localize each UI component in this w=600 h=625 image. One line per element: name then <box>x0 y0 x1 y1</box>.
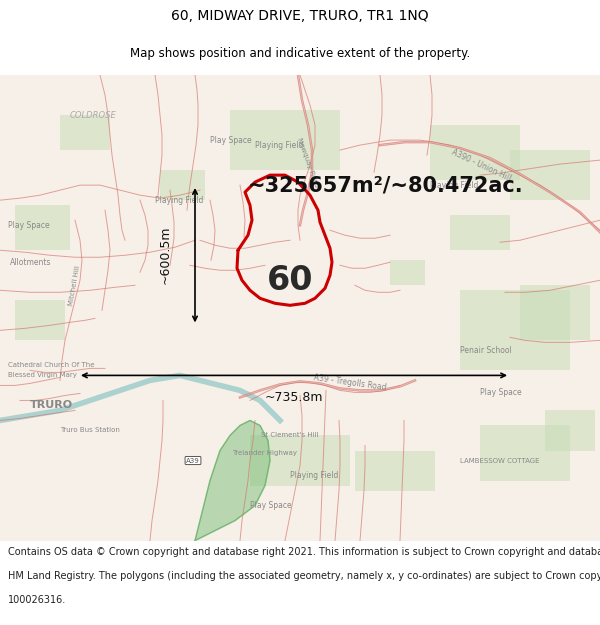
Text: Newquay Road: Newquay Road <box>296 137 320 188</box>
Bar <box>15 300 65 341</box>
Bar <box>450 215 510 250</box>
Bar <box>480 426 570 481</box>
Text: ~735.8m: ~735.8m <box>265 391 323 404</box>
Bar <box>60 115 110 150</box>
Text: Cathedral Church Of The: Cathedral Church Of The <box>8 362 95 368</box>
Text: Play Space: Play Space <box>480 388 521 397</box>
Text: Play Space: Play Space <box>210 136 251 144</box>
Text: Playing Field: Playing Field <box>430 181 478 189</box>
Text: St Clement's Hill: St Clement's Hill <box>261 432 319 439</box>
Text: Truro Bus Station: Truro Bus Station <box>60 428 120 434</box>
Text: ~600.5m: ~600.5m <box>158 226 172 284</box>
Text: Penair School: Penair School <box>460 346 512 355</box>
Text: TRURO: TRURO <box>30 401 73 411</box>
Bar <box>230 110 340 170</box>
Text: A39 - Tregolls Road: A39 - Tregolls Road <box>313 373 387 392</box>
Bar <box>160 170 205 200</box>
Text: HM Land Registry. The polygons (including the associated geometry, namely x, y c: HM Land Registry. The polygons (includin… <box>8 571 600 581</box>
Text: Playing Field: Playing Field <box>155 196 203 204</box>
Text: Contains OS data © Crown copyright and database right 2021. This information is : Contains OS data © Crown copyright and d… <box>8 548 600 558</box>
Bar <box>355 451 435 491</box>
Bar <box>15 205 70 250</box>
Bar <box>250 436 350 486</box>
Text: Allotments: Allotments <box>10 258 52 267</box>
Polygon shape <box>195 421 270 541</box>
Text: A39: A39 <box>186 458 200 464</box>
Bar <box>390 260 425 285</box>
Text: A390 - Union Hill: A390 - Union Hill <box>450 148 512 182</box>
Bar <box>520 285 590 341</box>
Text: COLDROSE: COLDROSE <box>70 111 117 119</box>
Text: 100026316.: 100026316. <box>8 594 66 604</box>
Text: 60: 60 <box>267 264 313 297</box>
Text: Trelander Highway: Trelander Highway <box>233 449 298 456</box>
Text: Mitchell Hill: Mitchell Hill <box>68 264 82 306</box>
Text: Play Space: Play Space <box>8 221 50 230</box>
Text: Playing Field: Playing Field <box>290 471 338 480</box>
Bar <box>545 411 595 451</box>
Bar <box>510 150 590 200</box>
Text: Blessed Virgin Mary: Blessed Virgin Mary <box>8 372 77 378</box>
Bar <box>430 125 520 180</box>
Bar <box>460 290 570 371</box>
Text: Playing Field: Playing Field <box>255 141 304 149</box>
Text: Map shows position and indicative extent of the property.: Map shows position and indicative extent… <box>130 48 470 61</box>
Text: ~325657m²/~80.472ac.: ~325657m²/~80.472ac. <box>248 175 524 195</box>
Text: LAMBESSOW COTTAGE: LAMBESSOW COTTAGE <box>460 458 539 464</box>
Text: 60, MIDWAY DRIVE, TRURO, TR1 1NQ: 60, MIDWAY DRIVE, TRURO, TR1 1NQ <box>171 9 429 24</box>
Text: Play Space: Play Space <box>250 501 292 510</box>
